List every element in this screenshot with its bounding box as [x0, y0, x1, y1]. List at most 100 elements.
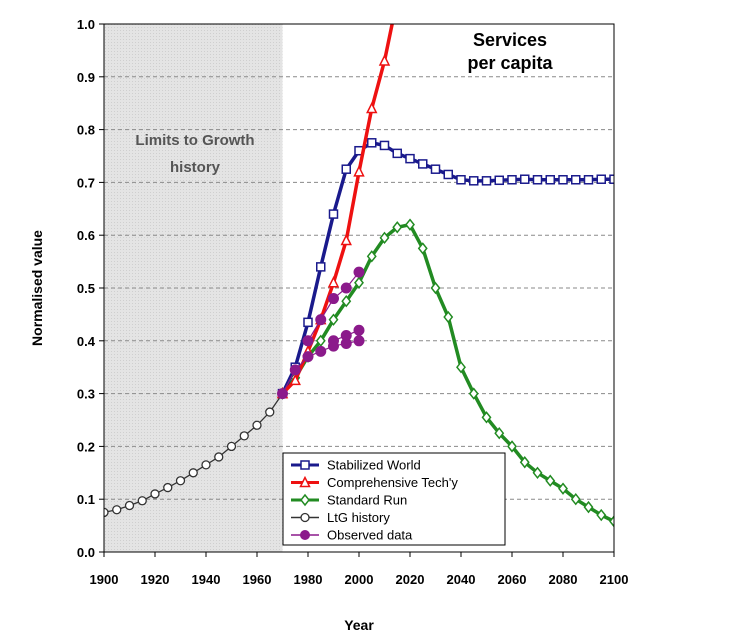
y-tick-label: 0.4: [77, 334, 96, 349]
data-point-square: [367, 138, 377, 148]
y-tick-label: 0.2: [77, 439, 95, 454]
data-point-diamond: [532, 466, 543, 480]
legend-marker-filled-circle: [300, 530, 310, 540]
data-point-filled-circle: [328, 335, 339, 347]
legend-label: Stabilized World: [327, 458, 421, 473]
data-point-diamond: [596, 508, 607, 522]
data-point-square: [494, 175, 504, 186]
data-point-filled-circle: [353, 324, 365, 336]
data-point-square: [558, 175, 568, 185]
data-point-filled-circle: [340, 282, 352, 294]
data-point-diamond: [570, 492, 581, 506]
x-tick-label: 1920: [141, 572, 170, 587]
data-point-diamond: [545, 474, 556, 487]
data-point-diamond: [494, 426, 505, 440]
legend-marker-triangle: [299, 475, 311, 488]
data-point-square: [571, 175, 581, 185]
data-point-diamond: [519, 456, 530, 469]
legend-box: [282, 452, 506, 546]
series-line: [281, 24, 394, 395]
data-point-diamond: [405, 218, 415, 231]
legend-label: Standard Run: [327, 493, 407, 508]
data-point-square: [430, 164, 441, 174]
data-point-diamond: [417, 242, 428, 255]
data-point-square: [379, 140, 390, 151]
data-point-circle: [137, 496, 147, 506]
data-point-circle: [104, 507, 109, 518]
data-point-square: [532, 175, 543, 185]
data-point-diamond: [456, 360, 466, 374]
chart-title-line: Services: [473, 30, 547, 50]
y-tick-label: 0.6: [77, 228, 95, 243]
y-tick-label: 0.1: [77, 492, 95, 507]
x-tick-label: 2060: [498, 572, 527, 587]
legend-item: Observed data: [291, 528, 413, 543]
x-tick-label: 2100: [600, 572, 629, 587]
data-point-diamond: [609, 515, 614, 528]
x-tick-label: 1940: [192, 572, 221, 587]
legend-marker-circle: [300, 512, 310, 523]
data-point-filled-circle: [315, 314, 327, 326]
data-point-filled-circle: [328, 293, 339, 305]
data-point-square: [596, 174, 606, 184]
data-point-square: [405, 153, 415, 164]
data-point-filled-circle: [340, 330, 352, 342]
data-point-square: [443, 169, 453, 180]
data-point-diamond: [341, 294, 352, 308]
data-point-diamond: [507, 440, 517, 453]
y-axis-title: Normalised value: [29, 230, 45, 346]
data-point-square: [392, 148, 402, 159]
y-tick-label: 0.3: [77, 387, 95, 402]
series-observed-data: [277, 266, 365, 400]
data-point-circle: [214, 452, 224, 462]
legend-item: Stabilized World: [291, 458, 421, 473]
data-point-diamond: [481, 411, 492, 424]
legend-item: LtG history: [291, 510, 390, 525]
data-point-triangle: [353, 165, 365, 177]
data-point-square: [545, 175, 555, 185]
legend-item: Comprehensive Tech'y: [291, 475, 458, 490]
data-point-diamond: [583, 500, 594, 514]
data-point-circle: [252, 420, 262, 430]
legend-label: Observed data: [327, 528, 413, 543]
data-point-triangle: [378, 54, 391, 66]
data-point-circle: [265, 407, 275, 417]
data-point-diamond: [392, 221, 403, 234]
data-point-square: [609, 174, 614, 184]
data-point-square: [341, 164, 351, 174]
data-point-diamond: [354, 276, 364, 289]
data-point-circle: [188, 468, 198, 478]
shaded-region-label-line: Limits to Growth: [135, 132, 254, 149]
x-tick-label: 1980: [294, 572, 323, 587]
data-point-filled-circle: [302, 335, 314, 347]
data-point-filled-circle: [353, 335, 365, 347]
data-point-square: [316, 262, 326, 272]
x-tick-label: 2040: [447, 572, 476, 587]
data-point-circle: [175, 476, 186, 486]
data-point-filled-circle: [277, 388, 288, 400]
legend-item: Standard Run: [291, 493, 407, 508]
data-point-filled-circle: [289, 364, 301, 376]
y-tick-label: 1.0: [77, 17, 95, 32]
data-point-diamond: [558, 482, 568, 495]
data-point-circle: [112, 505, 122, 515]
data-point-circle: [150, 489, 160, 499]
data-point-square: [328, 209, 339, 219]
data-point-circle: [226, 441, 237, 452]
data-point-diamond: [468, 387, 479, 400]
data-point-circle: [239, 431, 249, 441]
x-tick-label: 2020: [396, 572, 425, 587]
y-tick-label: 0.0: [77, 545, 95, 560]
x-tick-label: 1900: [90, 572, 119, 587]
series-stabilized-world: [277, 138, 614, 399]
data-point-diamond: [366, 250, 377, 263]
legend-label: LtG history: [327, 510, 390, 525]
y-tick-label: 0.7: [77, 175, 95, 190]
legend-marker-diamond: [300, 493, 310, 507]
data-point-filled-circle: [302, 351, 314, 363]
data-point-diamond: [443, 310, 454, 324]
legend-marker-square: [300, 460, 310, 470]
data-point-triangle: [289, 373, 301, 386]
data-point-diamond: [315, 334, 326, 348]
